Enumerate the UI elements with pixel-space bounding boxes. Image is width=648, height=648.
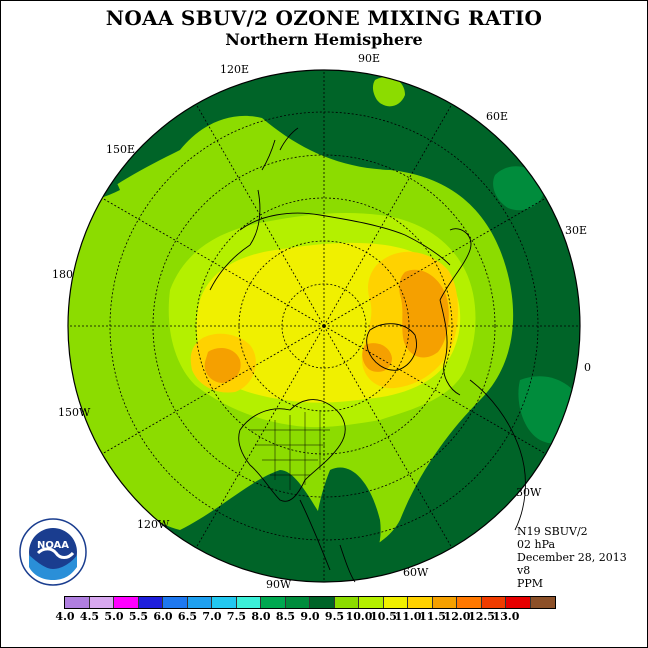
- legend-swatch: [285, 597, 310, 608]
- map-title: NOAA SBUV/2 OZONE MIXING RATIO: [105, 6, 543, 30]
- legend-tick-label: 12.0: [443, 610, 471, 623]
- legend-swatch: [457, 597, 482, 608]
- lon-label-60w: 60W: [403, 566, 429, 579]
- coast-europe: [439, 228, 472, 396]
- legend-tick-label: 8.0: [251, 610, 271, 623]
- legend-swatch: [163, 597, 188, 608]
- noaa-logo-icon: NOAA: [19, 518, 87, 586]
- legend-tick-label: 9.5: [324, 610, 345, 623]
- legend-swatch: [212, 597, 237, 608]
- legend-swatch: [506, 597, 531, 608]
- lon-label-30e: 30E: [565, 224, 588, 237]
- legend-swatch: [236, 597, 261, 608]
- legend-tick-label: 12.5: [468, 610, 495, 623]
- legend-tick-label: 4.0: [55, 610, 75, 623]
- map-boundary: [67, 69, 581, 583]
- legend-tick-label: 6.5: [177, 610, 198, 623]
- legend-swatch: [138, 597, 163, 608]
- lon-label-60e: 60E: [486, 110, 509, 123]
- lon-label-90w: 90W: [266, 578, 292, 591]
- legend-tick-label: 11.5: [419, 610, 446, 623]
- legend-swatch: [383, 597, 408, 608]
- legend-tick-label: 5.5: [128, 610, 149, 623]
- legend-swatch: [359, 597, 384, 608]
- legend-swatch: [481, 597, 506, 608]
- lon-label-120w: 120W: [137, 518, 170, 531]
- meridian: [323, 325, 453, 549]
- legend-tick-label: 8.5: [275, 610, 296, 623]
- legend-swatch: [334, 597, 359, 608]
- state-boundaries: [250, 410, 330, 490]
- legend-tick-label: 10.5: [370, 610, 397, 623]
- legend-tick-label: 11.0: [394, 610, 422, 623]
- meridian: [101, 325, 325, 455]
- info-block: N19 SBUV/2 02 hPa December 28, 2013 v8 P…: [517, 525, 627, 590]
- info-units: PPM: [517, 577, 544, 590]
- coast-greenland: [366, 323, 417, 371]
- coast-africa: [469, 379, 526, 531]
- info-satellite: N19 SBUV/2: [517, 525, 588, 538]
- meridian: [323, 325, 547, 455]
- logo-text: NOAA: [37, 540, 69, 551]
- contour-11-5-south: [362, 343, 392, 372]
- info-level: 02 hPa: [517, 538, 556, 551]
- legend-tick-label: 10.0: [345, 610, 373, 623]
- info-version: v8: [517, 564, 531, 577]
- legend-swatch: [408, 597, 433, 608]
- legend-ticks: 4.0 4.5 5.0 5.5 6.0 6.5 7.0 7.5 8.0 8.5 9.0 9.5 10.0…: [0, 610, 648, 624]
- lon-label-120e: 120E: [220, 63, 250, 76]
- legend-swatch: [65, 597, 90, 608]
- map-subtitle: Northern Hemisphere: [225, 30, 423, 49]
- legend-tick-label: 7.5: [226, 610, 247, 623]
- coast-japan: [261, 127, 299, 171]
- lon-label-90e: 90E: [358, 52, 381, 65]
- lon-label-180: 180: [52, 268, 73, 281]
- legend-swatch: [432, 597, 457, 608]
- meridian: [195, 325, 325, 549]
- lon-label-150e: 150E: [106, 143, 136, 156]
- legend-tick-label: 6.0: [153, 610, 173, 623]
- meridian: [101, 197, 325, 327]
- legend-swatch: [187, 597, 212, 608]
- meridian: [323, 103, 453, 327]
- coast-north-america: [238, 399, 346, 502]
- latitude-circle: [152, 154, 496, 498]
- graticule: [68, 70, 580, 582]
- legend-tick-label: 7.0: [202, 610, 222, 623]
- color-legend: [64, 596, 556, 609]
- legend-swatch: [89, 597, 114, 608]
- lon-label-0: 0: [584, 361, 591, 374]
- contour-11-5-west: [204, 348, 241, 383]
- legend-swatch: [114, 597, 139, 608]
- legend-tick-label: 9.0: [300, 610, 320, 623]
- legend-tick-label: 13.0: [492, 610, 520, 623]
- contour-9-5-north: [372, 76, 405, 107]
- lon-label-150w: 150W: [58, 406, 91, 419]
- meridian: [323, 197, 547, 327]
- legend-tick-label: 4.5: [79, 610, 100, 623]
- info-date: December 28, 2013: [517, 551, 627, 564]
- coast-asia: [239, 212, 451, 266]
- lon-label-30w: 30W: [516, 486, 542, 499]
- legend-swatch: [261, 597, 286, 608]
- contour-9-0-pacific: [223, 497, 291, 581]
- coastlines: [209, 127, 526, 583]
- contour-11-5-east: [399, 269, 449, 358]
- legend-tick-label: 5.0: [104, 610, 124, 623]
- legend-swatch: [530, 597, 555, 608]
- coast-siberia: [209, 189, 261, 291]
- legend-swatch: [310, 597, 335, 608]
